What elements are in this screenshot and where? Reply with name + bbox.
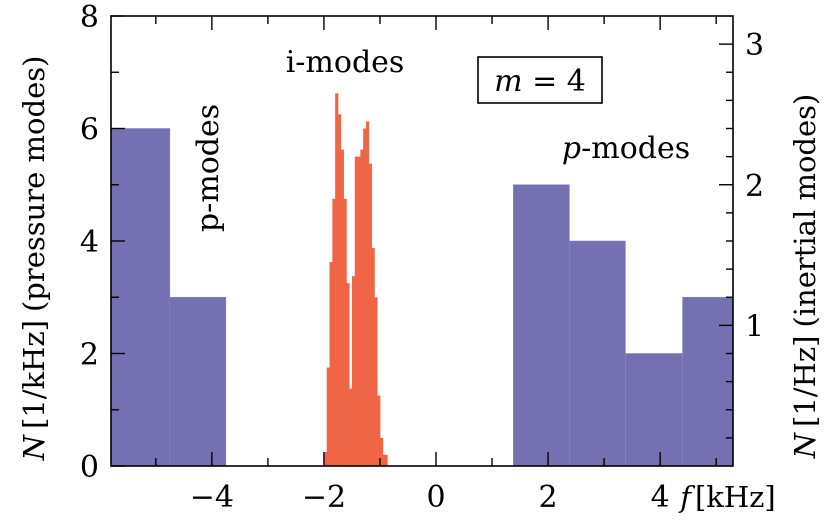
y-axis-left-var: N [17, 433, 51, 461]
x-tick-label: −4 [190, 480, 234, 515]
inertial-bar-11 [354, 156, 358, 466]
pressure-bar-2 [513, 184, 570, 467]
p-modes-right-label: p-modes [562, 131, 690, 166]
y-left-tick-label: 8 [80, 0, 99, 35]
inertial-bar-1 [326, 367, 330, 466]
inertial-bar-16 [368, 163, 372, 466]
pressure-bar-5 [682, 296, 734, 467]
m-box-border [477, 56, 603, 104]
inertial-bar-5 [337, 114, 342, 466]
y-axis-right-var: N [788, 431, 822, 459]
y-left-tick-label: 0 [80, 450, 99, 485]
y-right-tick-label: 3 [745, 28, 764, 63]
inertial-bar-18 [374, 297, 378, 466]
inertial-bar-3 [332, 198, 336, 466]
inertial-bar-17 [371, 248, 375, 466]
x-axis-var: f [678, 480, 696, 514]
pressure-bar-1 [169, 296, 227, 467]
y-left-tick-label: 2 [80, 338, 99, 373]
y-right-tick-label: 2 [745, 169, 764, 204]
inertial-bar-2 [329, 262, 333, 466]
x-tick-label: 2 [539, 480, 558, 515]
inertial-bar-8 [346, 283, 350, 466]
inertial-bar-13 [360, 149, 364, 466]
y-axis-left-unit: [1/kHz] [17, 320, 51, 429]
inertial-bar-15 [365, 121, 370, 466]
y-left-tick-label: 6 [80, 113, 99, 148]
ticks-layer: −4 −2 0 2 4 0 2 4 6 8 1 2 3 [80, 0, 764, 515]
pressure-bar-4 [625, 353, 683, 467]
x-axis-title: f [kHz] [678, 480, 776, 514]
pressure-bar-0 [110, 128, 171, 467]
y-axis-left-desc: (pressure modes) [17, 56, 51, 312]
p-modes-left-label: p-modes [191, 104, 226, 232]
m-box-var: m [494, 64, 522, 99]
m-box-value: = 4 [523, 64, 586, 99]
inertial-bar-14 [363, 128, 367, 466]
x-tick-label: −2 [302, 480, 346, 515]
y-axis-right-title: N [1/Hz] (inertial modes) [788, 94, 822, 460]
m-box: m = 4 [477, 56, 603, 104]
inertial-bar-0 [323, 451, 328, 466]
inertial-bar-21 [382, 454, 388, 466]
inertial-bar-19 [377, 395, 381, 466]
inertial-bar-20 [379, 437, 384, 466]
y-right-tick-label: 1 [745, 309, 764, 344]
pressure-bar-3 [569, 240, 626, 467]
y-axis-right-desc: (inertial modes) [788, 94, 822, 328]
inertial-bar-4 [335, 93, 339, 466]
x-tick-label: 4 [651, 480, 670, 515]
y-axis-right-unit: [1/Hz] [788, 336, 822, 427]
i-modes-label: i-modes [286, 45, 405, 80]
bars-layer [110, 93, 734, 467]
p-modes-right-suffix: -modes [581, 131, 690, 166]
x-tick-label: 0 [426, 480, 445, 515]
inertial-bar-7 [343, 198, 347, 466]
inertial-bar-6 [340, 149, 344, 466]
y-axis-left-title: N [1/kHz] (pressure modes) [17, 56, 51, 462]
y-left-tick-label: 4 [80, 225, 99, 260]
inertial-bar-10 [351, 276, 356, 466]
inertial-bar-9 [349, 388, 353, 466]
p-modes-right-var: p [562, 131, 581, 166]
inertial-bar-12 [357, 156, 361, 466]
x-axis-unit: [kHz] [695, 480, 776, 514]
m-box-text: m = 4 [494, 64, 586, 99]
